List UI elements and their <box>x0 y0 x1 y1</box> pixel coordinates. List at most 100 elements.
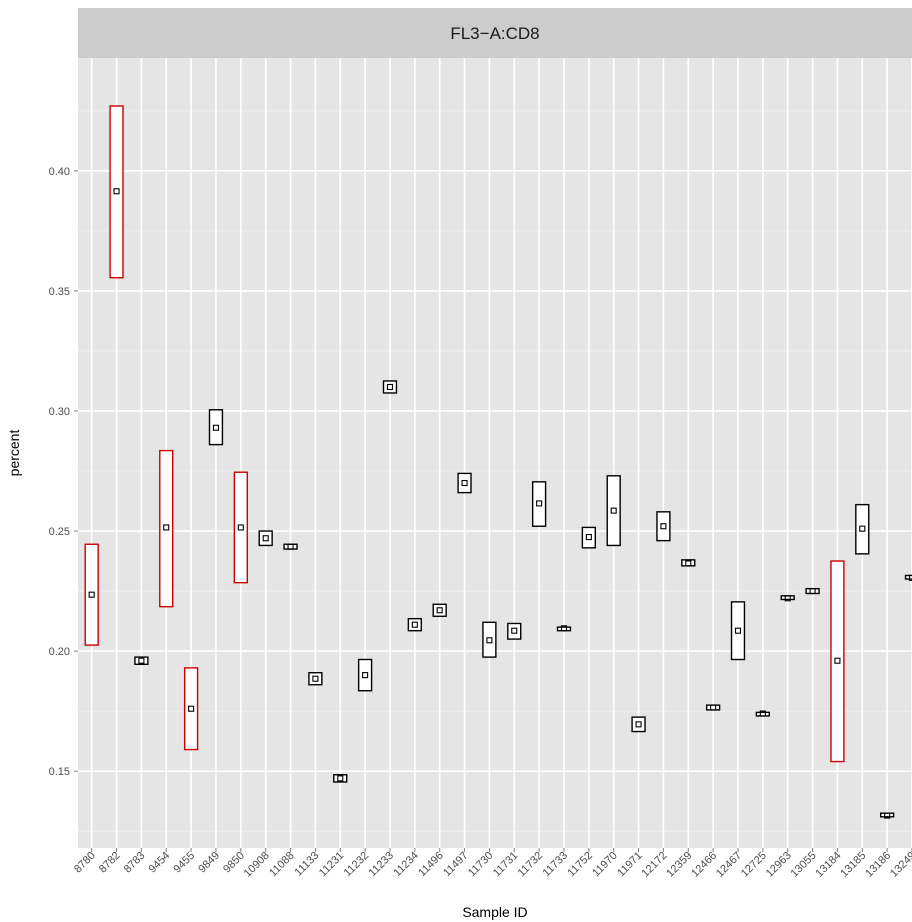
box-12359 <box>681 559 696 567</box>
box-11088 <box>283 543 298 550</box>
x-tick-label: 11232 <box>342 850 372 880</box>
y-tick-label: 0.20 <box>49 646 70 658</box>
median-marker <box>287 543 294 550</box>
box-rect <box>432 603 447 617</box>
x-tick-label: 11497 <box>441 850 471 880</box>
box-rect <box>631 716 646 733</box>
median-marker <box>759 710 766 717</box>
median-marker <box>138 657 145 664</box>
box-11733 <box>556 625 572 632</box>
box-11497 <box>457 472 472 494</box>
median-marker <box>585 533 592 541</box>
box-12467 <box>730 601 746 661</box>
box-rect <box>879 812 895 818</box>
median-marker <box>635 721 642 728</box>
x-tick-label: 9454 <box>147 850 173 876</box>
x-tick-label: 11234 <box>391 850 421 880</box>
median-marker <box>411 621 418 628</box>
box-rect <box>333 774 348 783</box>
box-rect <box>855 503 870 555</box>
x-tick-label: 12466 <box>689 850 719 880</box>
x-tick-label: 11233 <box>367 850 397 880</box>
median-marker <box>610 507 617 514</box>
box-11752 <box>581 526 597 549</box>
median-marker <box>809 588 816 595</box>
box-rect <box>507 622 522 640</box>
y-axis-title: percent <box>6 430 22 477</box>
median-marker <box>660 523 667 530</box>
median-marker <box>163 524 170 531</box>
x-tick-label: 13185 <box>838 850 868 880</box>
median-marker <box>884 812 891 819</box>
x-tick-label: 13184 <box>813 850 843 880</box>
x-tick-label: 11730 <box>466 850 496 880</box>
box-11233 <box>382 380 398 394</box>
box-rect <box>606 475 621 547</box>
median-marker <box>88 591 95 598</box>
median-marker <box>212 424 220 431</box>
y-axis: 0.15 0.20 0.25 0.30 0.35 0.40 <box>49 166 78 778</box>
box-rect <box>183 667 199 751</box>
box-rect <box>233 471 248 584</box>
box-13055 <box>805 587 820 595</box>
x-tick-label: 11133 <box>293 850 322 879</box>
box-rect <box>705 704 721 711</box>
x-tick-label: 13055 <box>789 850 819 880</box>
box-rect <box>581 526 597 549</box>
x-tick-label: 11732 <box>516 850 546 880</box>
x-tick-label: 11496 <box>416 850 446 880</box>
box-8783 <box>134 656 149 666</box>
box-11970 <box>606 475 621 547</box>
box-10908 <box>258 530 273 547</box>
x-tick-label: 12963 <box>764 850 794 880</box>
median-marker <box>262 535 269 542</box>
box-rect <box>482 621 497 658</box>
box-rect <box>357 658 373 692</box>
median-marker <box>461 479 468 487</box>
x-tick-label: 12467 <box>714 850 744 880</box>
box-rect <box>904 574 912 580</box>
x-tick-label: 8780 <box>72 850 98 876</box>
plot-panel <box>78 58 912 848</box>
median-marker <box>834 657 841 664</box>
box-rect <box>730 601 746 661</box>
y-tick-label: 0.25 <box>49 526 70 538</box>
median-marker <box>113 188 120 195</box>
box-9454 <box>159 449 174 608</box>
x-tick-label: 11970 <box>590 850 620 880</box>
median-marker <box>908 574 912 581</box>
x-tick-label: 8783 <box>122 850 148 876</box>
box-13185 <box>855 503 870 555</box>
x-tick-label: 12725 <box>739 850 769 880</box>
y-tick-label: 0.35 <box>49 286 70 298</box>
box-rect <box>134 656 149 666</box>
box-rect <box>656 511 671 542</box>
box-11496 <box>432 603 447 617</box>
box-11231 <box>333 774 348 783</box>
median-marker <box>486 637 493 644</box>
median-marker <box>784 595 791 602</box>
x-tick-label: 11752 <box>565 850 595 880</box>
x-tick-label: 12359 <box>664 850 694 880</box>
x-axis: 8780 8782 8783 9454 9455 9849 9850109081108811… <box>72 848 912 880</box>
box-rect <box>382 380 398 394</box>
box-11732 <box>531 481 547 527</box>
median-marker <box>436 607 443 614</box>
box-rect <box>457 472 472 494</box>
median-marker <box>685 560 692 567</box>
facet-title: FL3−A:CD8 <box>450 24 539 43</box>
x-tick-label: 13186 <box>863 850 893 880</box>
box-rect <box>283 543 298 550</box>
box-11232 <box>357 658 373 692</box>
box-rect <box>531 481 547 527</box>
x-axis-title: Sample ID <box>462 904 527 920</box>
box-12963 <box>780 595 795 602</box>
y-tick-label: 0.30 <box>49 406 70 418</box>
box-11971 <box>631 716 646 733</box>
box-9849 <box>208 409 224 446</box>
x-tick-label: 10908 <box>242 850 272 880</box>
median-marker <box>536 500 543 507</box>
box-rect <box>308 672 323 686</box>
box-13249 <box>904 574 912 581</box>
